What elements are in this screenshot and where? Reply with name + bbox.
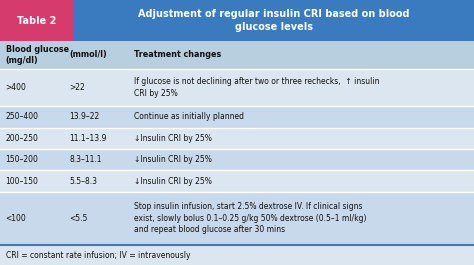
- FancyBboxPatch shape: [0, 0, 474, 41]
- Text: Stop insulin infusion, start 2.5% dextrose IV. If clinical signs
exist, slowly b: Stop insulin infusion, start 2.5% dextro…: [134, 202, 366, 234]
- Text: <5.5: <5.5: [70, 214, 88, 223]
- FancyBboxPatch shape: [0, 245, 474, 265]
- Text: Adjustment of regular insulin CRI based on blood
glucose levels: Adjustment of regular insulin CRI based …: [138, 9, 410, 32]
- Text: Continue as initially planned: Continue as initially planned: [134, 112, 244, 121]
- Text: CRI = constant rate infusion; IV = intravenously: CRI = constant rate infusion; IV = intra…: [6, 251, 190, 259]
- Text: ↓Insulin CRI by 25%: ↓Insulin CRI by 25%: [134, 176, 211, 186]
- Text: (mmol/l): (mmol/l): [70, 51, 108, 59]
- FancyBboxPatch shape: [0, 0, 73, 41]
- Text: <100: <100: [6, 214, 27, 223]
- Text: >22: >22: [70, 83, 85, 92]
- Text: 250–400: 250–400: [6, 112, 39, 121]
- Text: If glucose is not declining after two or three rechecks,  ↑ insulin
CRI by 25%: If glucose is not declining after two or…: [134, 77, 379, 98]
- Text: 11.1–13.9: 11.1–13.9: [70, 134, 107, 143]
- Text: Blood glucose
(mg/dl): Blood glucose (mg/dl): [6, 45, 69, 65]
- Text: 8.3–11.1: 8.3–11.1: [70, 155, 102, 164]
- Text: ↓Insulin CRI by 25%: ↓Insulin CRI by 25%: [134, 134, 211, 143]
- FancyBboxPatch shape: [0, 41, 474, 69]
- Text: Treatment changes: Treatment changes: [134, 51, 221, 59]
- FancyBboxPatch shape: [0, 128, 474, 149]
- Text: Table 2: Table 2: [17, 16, 56, 25]
- Text: 150–200: 150–200: [6, 155, 38, 164]
- FancyBboxPatch shape: [0, 192, 474, 245]
- Text: >400: >400: [6, 83, 27, 92]
- Text: ↓Insulin CRI by 25%: ↓Insulin CRI by 25%: [134, 155, 211, 164]
- FancyBboxPatch shape: [0, 170, 474, 192]
- FancyBboxPatch shape: [0, 106, 474, 128]
- FancyBboxPatch shape: [0, 69, 474, 106]
- Text: 100–150: 100–150: [6, 176, 38, 186]
- Text: 5.5–8.3: 5.5–8.3: [70, 176, 98, 186]
- Text: 13.9–22: 13.9–22: [70, 112, 100, 121]
- Text: 200–250: 200–250: [6, 134, 38, 143]
- FancyBboxPatch shape: [0, 149, 474, 170]
